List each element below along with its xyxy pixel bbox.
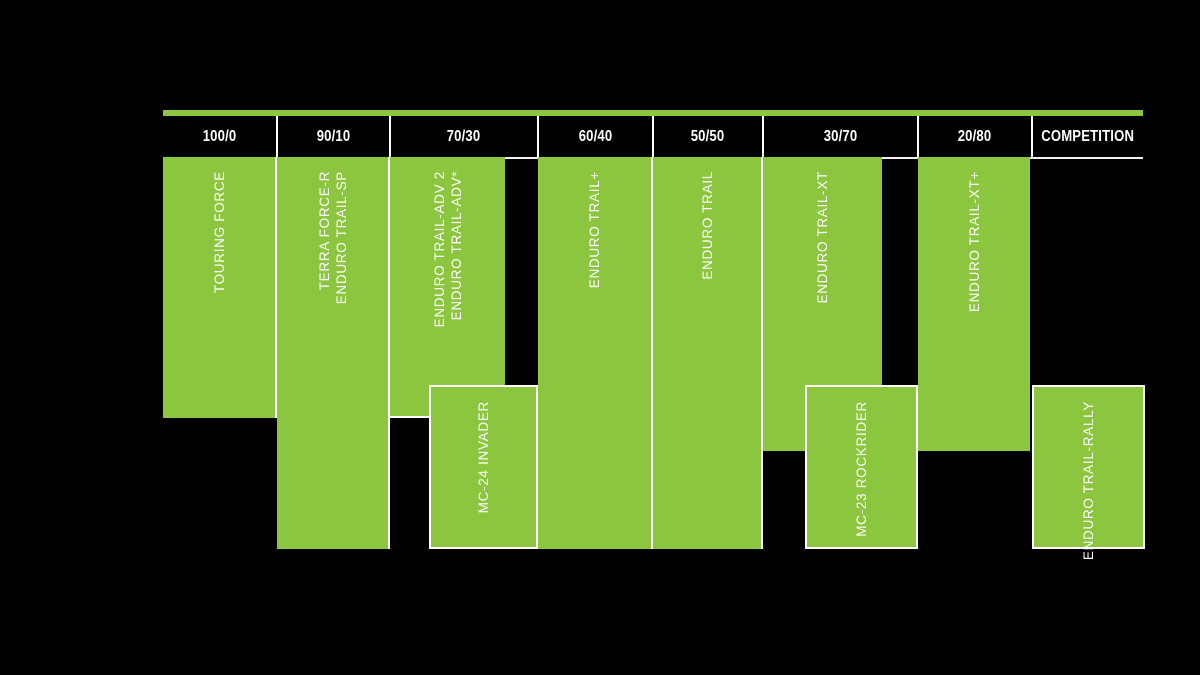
column-separator (1031, 116, 1033, 157)
column-header-label: 20/80 (958, 127, 992, 145)
bar-label: MC-23 ROCKRIDER (853, 401, 870, 537)
column-separator (537, 116, 539, 157)
column-header-30-70: 30/70 (763, 116, 918, 157)
product-bar-mc-23-rockrider: MC-23 ROCKRIDER (805, 385, 918, 549)
column-header-label: 90/10 (316, 127, 351, 145)
bar-label-line: ENDURO TRAIL-ADV* (448, 171, 464, 321)
bar-label-wrap: TOURING FORCE (163, 171, 275, 293)
column-header-90-10: 90/10 (277, 116, 390, 157)
column-header-20-80: 20/80 (918, 116, 1032, 157)
bar-label-line: ENDURO TRAIL-XT+ (966, 171, 982, 313)
column-separator (389, 116, 391, 157)
bar-label: TERRA FORCE-R ENDURO TRAIL-SP (316, 171, 350, 304)
product-bar-touring-force: TOURING FORCE (163, 157, 277, 418)
bar-label-line: MC-24 INVADER (476, 401, 491, 514)
bar-label: ENDURO TRAIL+ (586, 171, 603, 288)
product-bar-terra-force-r: TERRA FORCE-R ENDURO TRAIL-SP (277, 157, 390, 549)
bar-label-wrap: ENDURO TRAIL-ADV 2 ENDURO TRAIL-ADV* (390, 171, 505, 327)
bar-label-wrap: MC-24 INVADER (431, 401, 536, 513)
column-separator (652, 116, 654, 157)
bar-label: ENDURO TRAIL (699, 171, 716, 280)
bar-label-line: MC-23 ROCKRIDER (854, 401, 869, 537)
column-header-label: 30/70 (823, 127, 858, 145)
bar-label-line: ENDURO TRAIL-RALLY (1081, 401, 1096, 561)
column-header-70-30: 70/30 (390, 116, 538, 157)
product-bar-enduro-trail-adv: ENDURO TRAIL-ADV 2 ENDURO TRAIL-ADV* (390, 157, 505, 418)
bar-label-line: ENDURO TRAIL-SP (333, 171, 349, 305)
column-header-label: 60/40 (578, 127, 613, 145)
column-header-100-0: 100/0 (163, 116, 277, 157)
header-top-line (163, 110, 1143, 116)
product-bar-enduro-trail-plus: ENDURO TRAIL+ (538, 157, 653, 549)
bar-label: TOURING FORCE (211, 171, 228, 293)
column-header-60-40: 60/40 (538, 116, 653, 157)
column-separator (276, 116, 278, 157)
bar-label-line: TERRA FORCE-R (316, 171, 332, 291)
bar-label-line: ENDURO TRAIL+ (587, 171, 602, 289)
product-bar-enduro-trail: ENDURO TRAIL (653, 157, 763, 549)
bar-label-wrap: ENDURO TRAIL (653, 171, 761, 280)
bar-label: ENDURO TRAIL-ADV 2 ENDURO TRAIL-ADV* (431, 171, 465, 327)
bar-label-wrap: TERRA FORCE-R ENDURO TRAIL-SP (277, 171, 388, 304)
column-separator (762, 116, 764, 157)
product-bar-enduro-trail-rally: ENDURO TRAIL-RALLY (1032, 385, 1145, 560)
column-header-label: 70/30 (447, 127, 481, 145)
bar-label: ENDURO TRAIL-XT+ (966, 171, 983, 312)
bar-label: ENDURO TRAIL-RALLY (1080, 401, 1097, 560)
column-header-label: 100/0 (203, 127, 237, 145)
bar-label-wrap: MC-23 ROCKRIDER (807, 401, 916, 537)
bar-label-wrap: ENDURO TRAIL-RALLY (1034, 401, 1143, 560)
bar-label: ENDURO TRAIL-XT (814, 171, 831, 304)
bar-label-wrap: ENDURO TRAIL-XT (763, 171, 882, 304)
column-header-label: COMPETITION (1041, 127, 1134, 145)
product-bar-enduro-trail-xt-plus: ENDURO TRAIL-XT+ (918, 157, 1030, 451)
column-header-competition: COMPETITION (1032, 116, 1143, 157)
bar-label-wrap: ENDURO TRAIL+ (538, 171, 651, 288)
column-header-50-50: 50/50 (653, 116, 763, 157)
bar-label-line: ENDURO TRAIL-XT (815, 171, 830, 304)
bar-label: MC-24 INVADER (475, 401, 492, 513)
bar-label-wrap: ENDURO TRAIL-XT+ (918, 171, 1030, 312)
column-header-label: 50/50 (691, 127, 725, 145)
column-separator (917, 116, 919, 157)
bar-label-line: TOURING FORCE (211, 171, 227, 294)
bar-label-line: ENDURO TRAIL-ADV 2 (431, 171, 447, 328)
product-bar-mc-24-invader: MC-24 INVADER (429, 385, 538, 549)
bar-label-line: ENDURO TRAIL (699, 171, 715, 280)
